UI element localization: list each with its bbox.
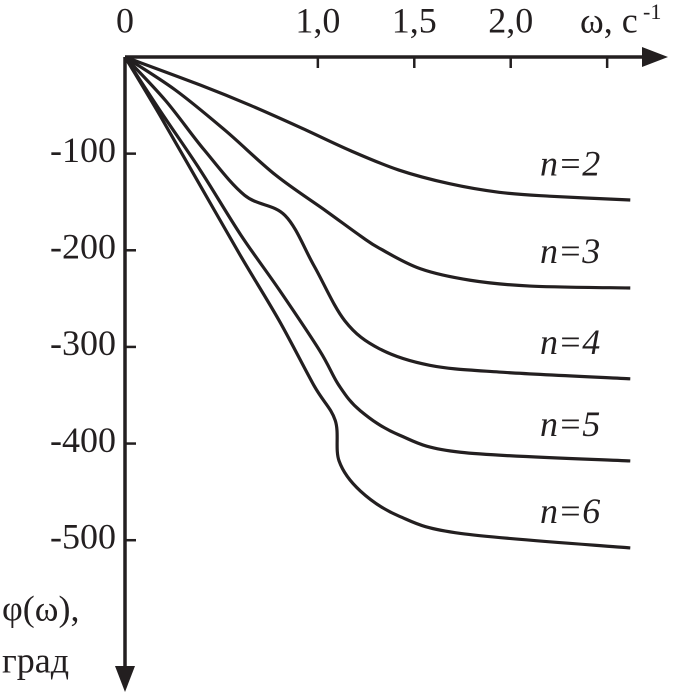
y-tick-label: -500 (50, 516, 116, 556)
y-tick-label: -200 (50, 227, 116, 267)
y-axis-label: град (2, 640, 69, 680)
y-tick-label: -100 (50, 130, 116, 170)
series-label: n=4 (540, 322, 600, 362)
series-label: n=2 (540, 143, 600, 183)
x-tick-label: 1,5 (392, 0, 437, 40)
x-axis-arrow (642, 47, 668, 67)
x-tick-label: 2,0 (488, 0, 533, 40)
curve (123, 56, 631, 463)
y-axis-label: φ(ω), (2, 588, 79, 628)
y-tick-label: -400 (50, 420, 116, 460)
curve (124, 55, 631, 202)
x-tick-label: 0 (116, 0, 134, 40)
curve (123, 56, 631, 550)
curve (123, 55, 631, 381)
series-label: n=3 (540, 231, 600, 271)
series-label: n=5 (540, 404, 600, 444)
y-tick-label: -300 (50, 323, 116, 363)
curve (124, 55, 631, 290)
x-tick-label: 1,0 (295, 0, 340, 40)
x-axis-label: ω, с (580, 0, 638, 40)
y-axis-arrow (115, 666, 135, 692)
x-axis-label-sup: -1 (643, 0, 661, 24)
series-label: n=6 (540, 491, 600, 531)
